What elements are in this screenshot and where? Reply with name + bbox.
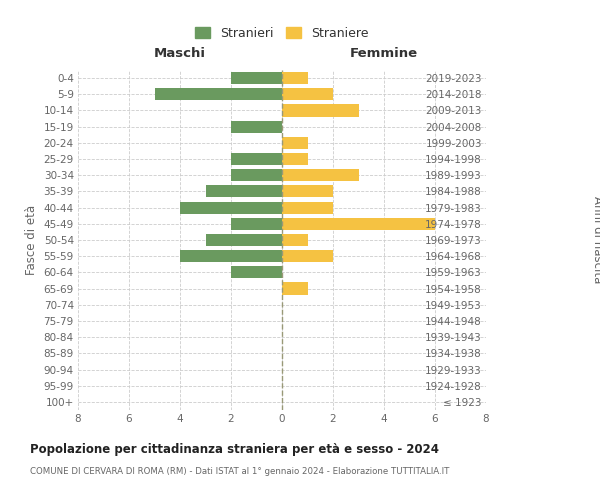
Bar [282, 169, 359, 181]
Bar [282, 202, 333, 213]
Legend: Stranieri, Straniere: Stranieri, Straniere [190, 22, 374, 45]
Bar [180, 202, 282, 213]
Bar [282, 250, 333, 262]
Bar [282, 72, 308, 84]
Bar [205, 234, 282, 246]
Bar [282, 153, 308, 165]
Bar [282, 218, 435, 230]
Bar [231, 169, 282, 181]
Bar [205, 186, 282, 198]
Bar [282, 186, 333, 198]
Bar [231, 218, 282, 230]
Bar [231, 266, 282, 278]
Text: COMUNE DI CERVARA DI ROMA (RM) - Dati ISTAT al 1° gennaio 2024 - Elaborazione TU: COMUNE DI CERVARA DI ROMA (RM) - Dati IS… [30, 468, 449, 476]
Text: Maschi: Maschi [154, 48, 206, 60]
Bar [231, 120, 282, 132]
Bar [282, 104, 359, 117]
Text: Anni di nascita: Anni di nascita [590, 196, 600, 284]
Bar [282, 88, 333, 101]
Bar [231, 153, 282, 165]
Bar [180, 250, 282, 262]
Text: Popolazione per cittadinanza straniera per età e sesso - 2024: Popolazione per cittadinanza straniera p… [30, 442, 439, 456]
Y-axis label: Fasce di età: Fasce di età [25, 205, 38, 275]
Text: Femmine: Femmine [350, 48, 418, 60]
Bar [282, 234, 308, 246]
Bar [282, 282, 308, 294]
Bar [231, 72, 282, 84]
Bar [155, 88, 282, 101]
Bar [282, 137, 308, 149]
